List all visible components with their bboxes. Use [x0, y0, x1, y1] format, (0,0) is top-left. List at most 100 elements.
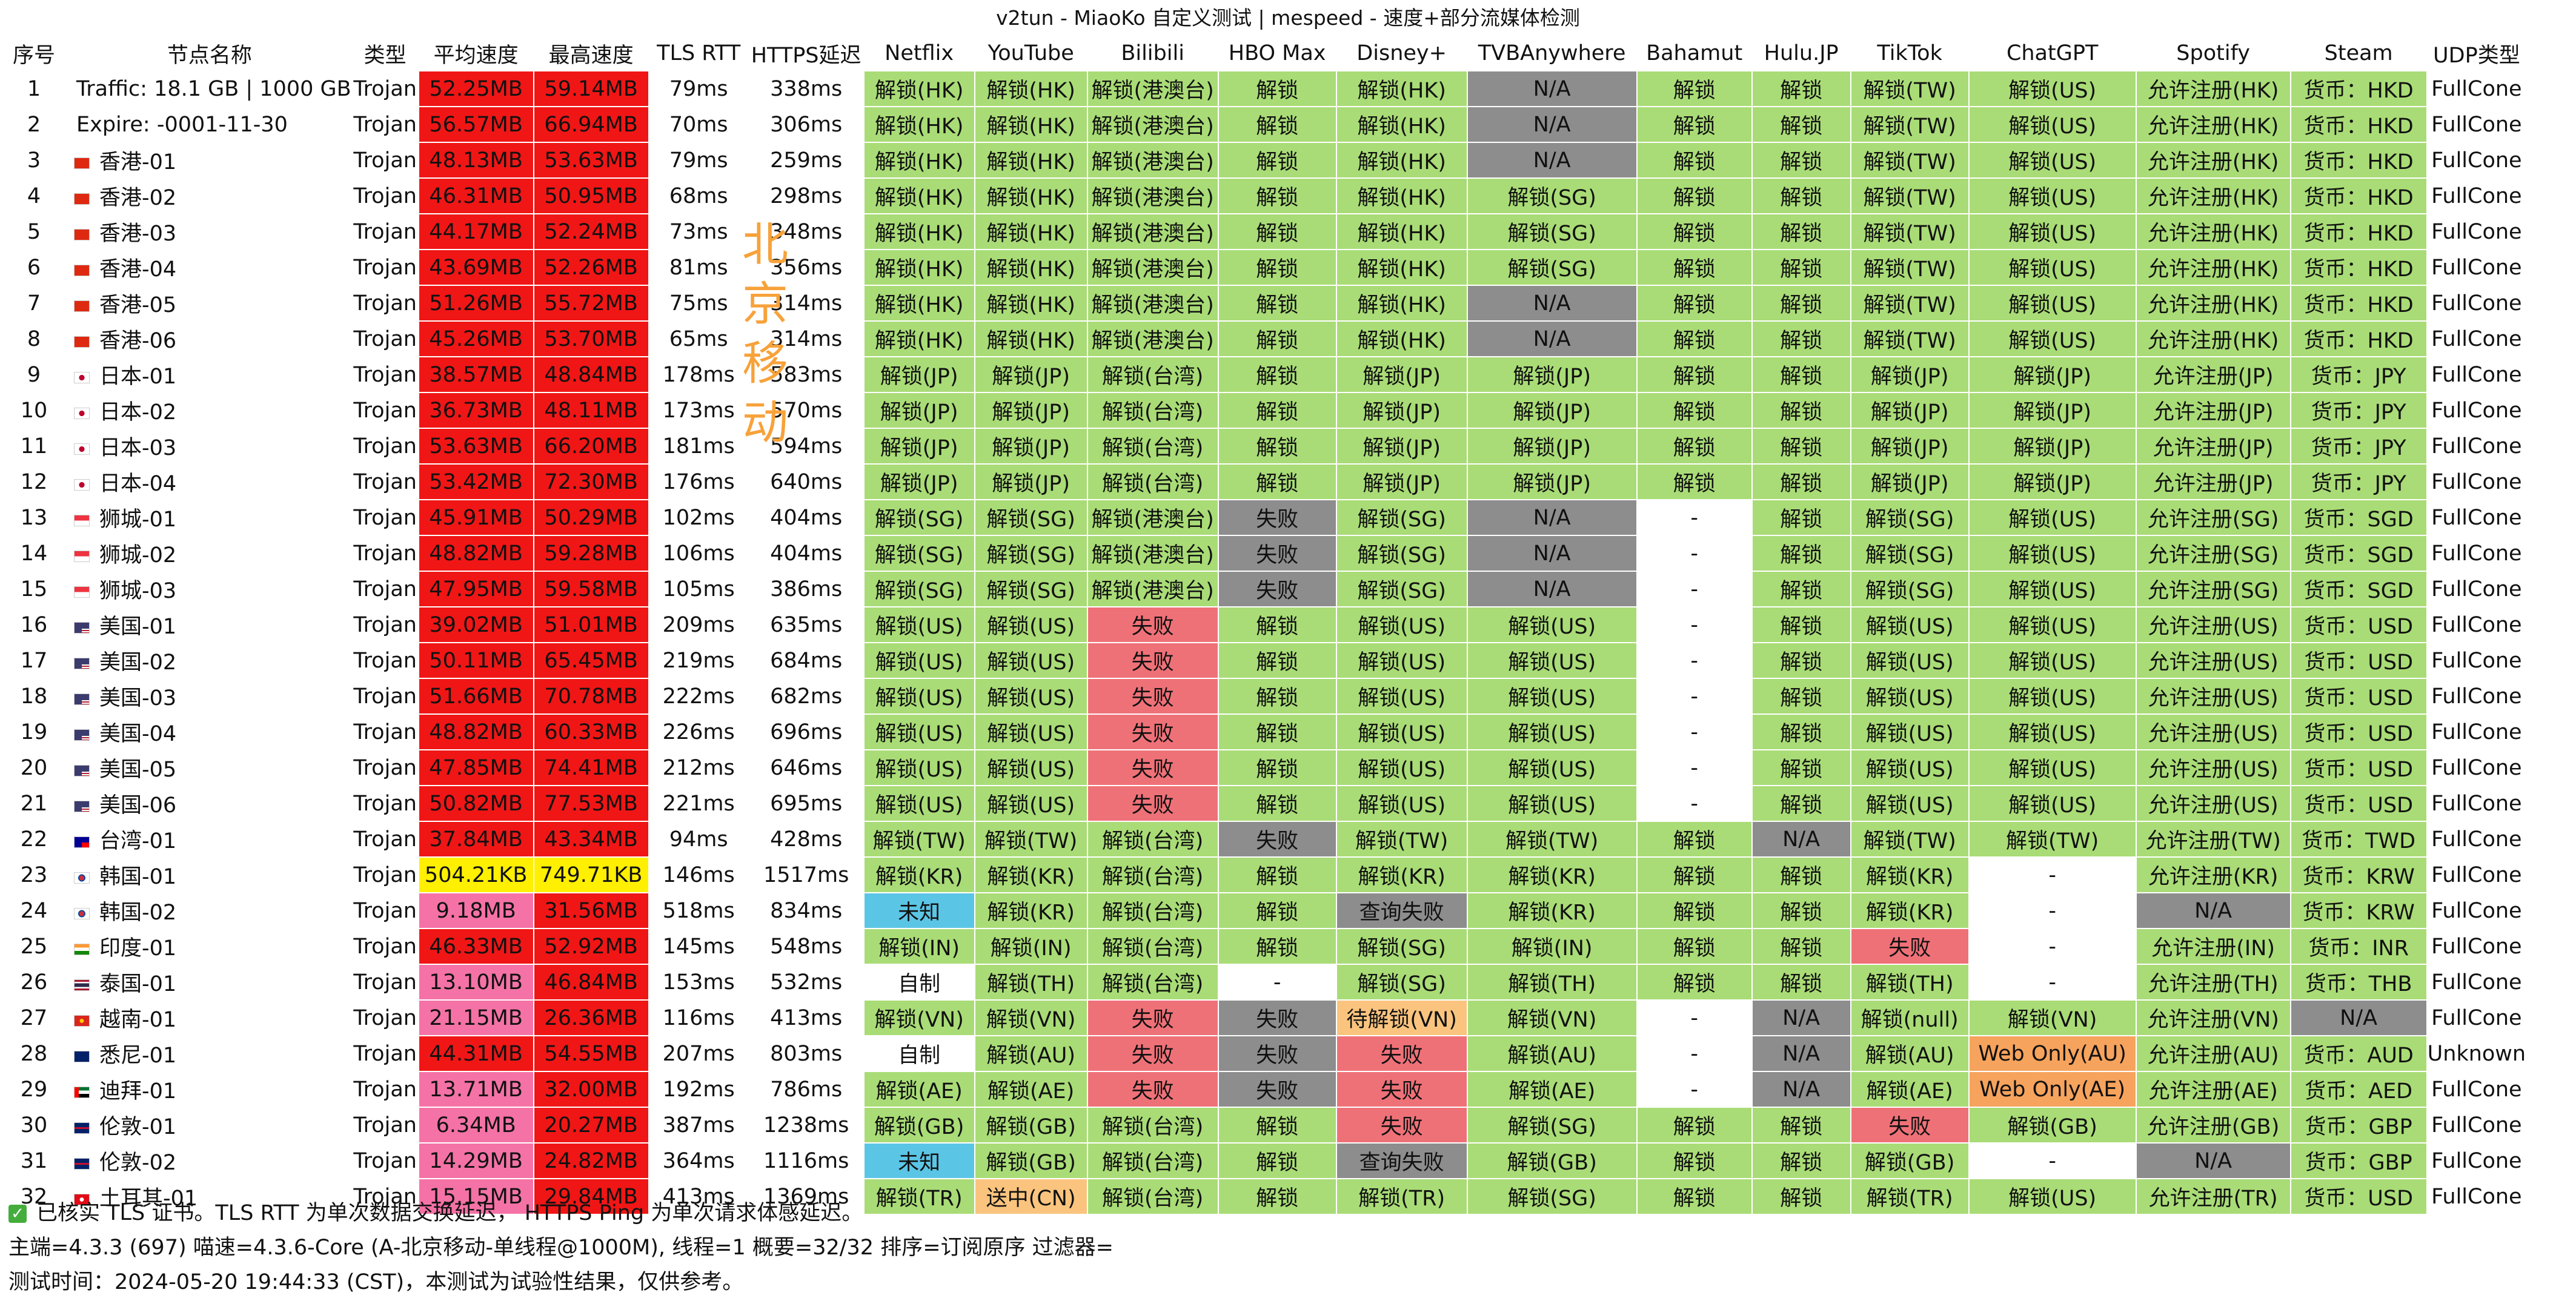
table-row[interactable]: 21 美国-06 Trojan 50.82MB 77.53MB 221ms 695ms 解锁(…: [0, 785, 2528, 822]
node-type: Trojan: [351, 428, 419, 465]
column-header[interactable]: 最高速度: [533, 35, 649, 71]
table-row[interactable]: 19 美国-04 Trojan 48.82MB 60.33MB 226ms 696ms 解锁(…: [0, 713, 2528, 750]
result-cell: 允许注册(JP): [2135, 392, 2291, 429]
table-row[interactable]: 10 日本-02 Trojan 36.73MB 48.11MB 173ms 570ms 解锁(…: [0, 392, 2528, 429]
table-row[interactable]: 5 香港-03 Trojan 44.17MB 52.24MB 73ms 348ms 解锁(HK…: [0, 213, 2528, 250]
table-row[interactable]: 1 Traffic: 18.1 GB | 1000 GB Trojan 52.25MB…: [0, 70, 2528, 107]
result-cell: 解锁(HK): [974, 142, 1088, 179]
row-index: 20: [0, 749, 68, 786]
tls-rtt: 181ms: [648, 428, 749, 465]
column-header[interactable]: Disney+: [1335, 35, 1468, 71]
result-cell: 货币：USD: [2289, 1178, 2428, 1215]
node-name-cell: 日本-02: [67, 392, 353, 429]
table-row[interactable]: 28 悉尼-01 Trojan 44.31MB 54.55MB 207ms 803ms 自制解…: [0, 1035, 2528, 1072]
table-row[interactable]: 8 香港-06 Trojan 45.26MB 53.70MB 65ms 314ms 解锁(HK…: [0, 320, 2528, 357]
result-cell: 解锁(US): [1850, 713, 1970, 750]
avg-speed: 47.85MB: [417, 749, 534, 786]
column-header[interactable]: ChatGPT: [1968, 35, 2137, 71]
table-row[interactable]: 12 日本-04 Trojan 53.42MB 72.30MB 176ms 640ms 解锁(…: [0, 463, 2528, 500]
table-row[interactable]: 25 印度-01 Trojan 46.33MB 52.92MB 145ms 548ms 解锁(…: [0, 928, 2528, 965]
result-cell: 解锁(HK): [1335, 70, 1468, 107]
result-cell: 解锁: [1751, 1107, 1851, 1144]
column-header[interactable]: Hulu.JP: [1751, 35, 1851, 71]
table-row[interactable]: 6 香港-04 Trojan 43.69MB 52.26MB 81ms 356ms 解锁(HK…: [0, 249, 2528, 286]
result-cell: 解锁(SG): [863, 571, 975, 607]
table-row[interactable]: 2 Expire: -0001-11-30 Trojan 56.57MB 66.94MB…: [0, 106, 2528, 143]
result-cell: 解锁: [1751, 499, 1851, 536]
column-header[interactable]: TVBAnywhere: [1466, 35, 1638, 71]
avg-speed: 6.34MB: [417, 1107, 534, 1144]
table-row[interactable]: 13 狮城-01 Trojan 45.91MB 50.29MB 102ms 404ms 解锁(…: [0, 499, 2528, 536]
max-speed: 59.58MB: [533, 571, 649, 607]
avg-speed: 45.91MB: [417, 499, 534, 536]
node-name-cell: 土耳其-01: [67, 1178, 353, 1215]
table-row[interactable]: 22 台湾-01 Trojan 37.84MB 43.34MB 94ms 428ms 解锁(T…: [0, 821, 2528, 858]
column-header[interactable]: 序号: [0, 35, 68, 71]
column-header[interactable]: 节点名称: [67, 35, 353, 71]
tls-rtt: 222ms: [648, 678, 749, 715]
result-cell: 解锁(US): [1466, 606, 1638, 643]
column-header[interactable]: Steam: [2289, 35, 2428, 71]
result-cell: 解锁(TR): [1850, 1178, 1970, 1215]
table-row[interactable]: 9 日本-01 Trojan 38.57MB 48.84MB 178ms 583ms 解锁(J…: [0, 356, 2528, 393]
max-speed: 29.84MB: [533, 1178, 649, 1215]
table-row[interactable]: 18 美国-03 Trojan 51.66MB 70.78MB 222ms 682ms 解锁(…: [0, 678, 2528, 715]
table-row[interactable]: 20 美国-05 Trojan 47.85MB 74.41MB 212ms 646ms 解锁(…: [0, 749, 2528, 786]
table-row[interactable]: 14 狮城-02 Trojan 48.82MB 59.28MB 106ms 404ms 解锁(…: [0, 535, 2528, 572]
node-name-cell: 日本-01: [67, 356, 353, 393]
table-row[interactable]: 11 日本-03 Trojan 53.63MB 66.20MB 181ms 594ms 解锁(…: [0, 428, 2528, 465]
result-cell: -: [1968, 964, 2137, 1001]
result-cell: 解锁(US): [1968, 249, 2137, 286]
column-header[interactable]: TikTok: [1850, 35, 1970, 71]
result-cell: 解锁: [1636, 177, 1753, 214]
column-header[interactable]: Bilibili: [1086, 35, 1219, 71]
result-cell: 货币：USD: [2289, 749, 2428, 786]
result-cell: 解锁(港澳台): [1086, 70, 1219, 107]
result-cell: 解锁(港澳台): [1086, 571, 1219, 607]
node-name: 泰国-01: [99, 972, 177, 996]
column-header[interactable]: YouTube: [974, 35, 1088, 71]
table-row[interactable]: 24 韩国-02 Trojan 9.18MB 31.56MB 518ms 834ms 未知 解锁…: [0, 892, 2528, 929]
table-row[interactable]: 15 狮城-03 Trojan 47.95MB 59.58MB 105ms 386ms 解锁(…: [0, 571, 2528, 607]
row-index: 29: [0, 1071, 68, 1108]
table-row[interactable]: 32 土耳其-01 Trojan 15.15MB 29.84MB 413ms 1369ms 解…: [0, 1178, 2528, 1215]
result-cell: 解锁(HK): [863, 249, 975, 286]
table-row[interactable]: 4 香港-02 Trojan 46.31MB 50.95MB 68ms 298ms 解锁(HK…: [0, 177, 2528, 214]
table-row[interactable]: 30 伦敦-01 Trojan 6.34MB 20.27MB 387ms 1238ms 解锁(…: [0, 1107, 2528, 1144]
column-header[interactable]: Netflix: [863, 35, 975, 71]
result-cell: 解锁: [1751, 964, 1851, 1001]
table-row[interactable]: 16 美国-01 Trojan 39.02MB 51.01MB 209ms 635ms 解锁(…: [0, 606, 2528, 643]
column-header[interactable]: Spotify: [2135, 35, 2291, 71]
https-latency: 684ms: [748, 642, 865, 679]
table-row[interactable]: 26 泰国-01 Trojan 13.10MB 46.84MB 153ms 532ms 自制解…: [0, 964, 2528, 1001]
tls-rtt: 219ms: [648, 642, 749, 679]
column-header[interactable]: Bahamut: [1636, 35, 1753, 71]
result-cell: 解锁(台湾): [1086, 1142, 1219, 1179]
max-speed: 70.78MB: [533, 678, 649, 715]
column-header[interactable]: HBO Max: [1217, 35, 1337, 71]
table-row[interactable]: 31 伦敦-02 Trojan 14.29MB 24.82MB 364ms 1116ms 未知…: [0, 1142, 2528, 1179]
table-row[interactable]: 29 迪拜-01 Trojan 13.71MB 32.00MB 192ms 786ms 解锁(…: [0, 1071, 2528, 1108]
max-speed: 74.41MB: [533, 749, 649, 786]
result-cell: FullCone: [2426, 749, 2528, 786]
result-cell: 解锁(JP): [1335, 463, 1468, 500]
table-row[interactable]: 23 韩国-01 Trojan 504.21KB 749.71KB 146ms 1517ms…: [0, 856, 2528, 893]
column-header[interactable]: 类型: [351, 35, 419, 71]
column-header[interactable]: HTTPS延迟: [748, 35, 865, 71]
result-cell: 解锁(HK): [1335, 213, 1468, 250]
column-header[interactable]: 平均速度: [417, 35, 534, 71]
node-name-cell: 美国-04: [67, 713, 353, 750]
result-cell: 解锁(港澳台): [1086, 320, 1219, 357]
result-cell: 解锁(台湾): [1086, 964, 1219, 1001]
node-name-cell: 狮城-02: [67, 535, 353, 572]
flag-hk-icon: [74, 300, 90, 312]
result-cell: -: [1636, 642, 1753, 679]
result-cell: 解锁: [1751, 678, 1851, 715]
table-row[interactable]: 27 越南-01 Trojan 21.15MB 26.36MB 116ms 413ms 解锁(…: [0, 999, 2528, 1036]
flag-jp-icon: [74, 478, 90, 491]
table-row[interactable]: 7 香港-05 Trojan 51.26MB 55.72MB 75ms 314ms 解锁(HK…: [0, 285, 2528, 322]
table-row[interactable]: 17 美国-02 Trojan 50.11MB 65.45MB 219ms 684ms 解锁(…: [0, 642, 2528, 679]
column-header[interactable]: UDP类型: [2426, 35, 2528, 71]
table-row[interactable]: 3 香港-01 Trojan 48.13MB 53.63MB 79ms 259ms 解锁(HK…: [0, 142, 2528, 179]
column-header[interactable]: TLS RTT: [648, 35, 749, 71]
